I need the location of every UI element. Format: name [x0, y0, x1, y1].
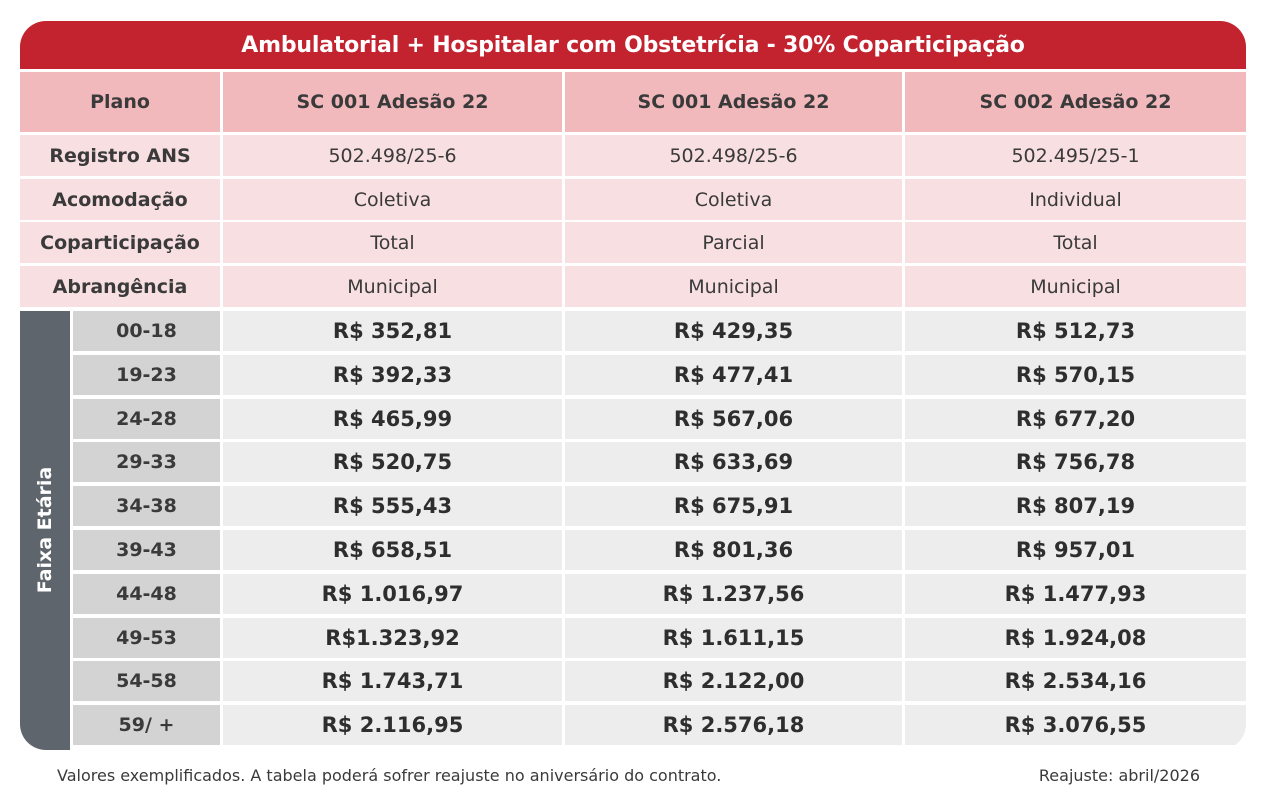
price-value: R$ 352,81: [223, 311, 562, 351]
age-range: 19-23: [73, 355, 220, 395]
price-value: R$ 567,06: [565, 399, 902, 439]
price-value: R$ 520,75: [223, 442, 562, 482]
age-range: 49-53: [73, 618, 220, 658]
price-value: R$1.323,92: [223, 618, 562, 658]
price-value: R$ 555,43: [223, 486, 562, 526]
header-plan-name: SC 002 Adesão 22: [905, 72, 1246, 132]
price-value: R$ 1.237,56: [565, 574, 902, 614]
price-value: R$ 2.534,16: [905, 661, 1246, 701]
price-value: R$ 1.743,71: [223, 661, 562, 701]
info-row-value: Municipal: [565, 266, 902, 307]
info-row-value: 502.498/25-6: [223, 135, 562, 176]
age-range: 00-18: [73, 311, 220, 351]
info-row-value: Municipal: [223, 266, 562, 307]
price-value: R$ 570,15: [905, 355, 1246, 395]
info-row-value: Total: [905, 222, 1246, 263]
price-value: R$ 1.016,97: [223, 574, 562, 614]
info-row-label: Acomodação: [20, 179, 220, 220]
price-value: R$ 512,73: [905, 311, 1246, 351]
info-row-value: Coletiva: [223, 179, 562, 220]
price-value: R$ 675,91: [565, 486, 902, 526]
age-range: 39-43: [73, 530, 220, 570]
price-value: R$ 677,20: [905, 399, 1246, 439]
info-row-value: 502.498/25-6: [565, 135, 902, 176]
age-range: 54-58: [73, 661, 220, 701]
price-value: R$ 756,78: [905, 442, 1246, 482]
info-row-value: Municipal: [905, 266, 1246, 307]
price-value: R$ 957,01: [905, 530, 1246, 570]
price-value: R$ 1.477,93: [905, 574, 1246, 614]
info-row-label: Abrangência: [20, 266, 220, 307]
price-value: R$ 2.116,95: [223, 705, 562, 745]
footer-note: Valores exemplificados. A tabela poderá …: [57, 766, 722, 785]
info-row-label: Coparticipação: [20, 222, 220, 263]
info-row-value: Total: [223, 222, 562, 263]
price-value: R$ 1.924,08: [905, 618, 1246, 658]
price-value: R$ 392,33: [223, 355, 562, 395]
price-value: R$ 3.076,55: [905, 705, 1246, 745]
price-value: R$ 429,35: [565, 311, 902, 351]
table-title: Ambulatorial + Hospitalar com Obstetríci…: [20, 21, 1246, 69]
age-range: 59/ +: [73, 705, 220, 745]
price-value: R$ 807,19: [905, 486, 1246, 526]
price-value: R$ 801,36: [565, 530, 902, 570]
price-value: R$ 465,99: [223, 399, 562, 439]
info-row-value: Parcial: [565, 222, 902, 263]
age-range: 34-38: [73, 486, 220, 526]
info-row-value: Individual: [905, 179, 1246, 220]
age-range: 44-48: [73, 574, 220, 614]
header-plan-name: SC 001 Adesão 22: [223, 72, 562, 132]
price-value: R$ 1.611,15: [565, 618, 902, 658]
faixa-etaria-sidebar: [20, 311, 70, 750]
price-value: R$ 633,69: [565, 442, 902, 482]
header-plano-label: Plano: [20, 72, 220, 132]
age-range: 24-28: [73, 399, 220, 439]
price-value: R$ 2.576,18: [565, 705, 902, 745]
price-table-card: Ambulatorial + Hospitalar com Obstetríci…: [20, 21, 1246, 750]
info-row-value: Coletiva: [565, 179, 902, 220]
price-value: R$ 658,51: [223, 530, 562, 570]
info-row-value: 502.495/25-1: [905, 135, 1246, 176]
footer-reajuste: Reajuste: abril/2026: [1038, 766, 1200, 785]
price-value: R$ 477,41: [565, 355, 902, 395]
age-range: 29-33: [73, 442, 220, 482]
header-plan-name: SC 001 Adesão 22: [565, 72, 902, 132]
faixa-etaria-label: Faixa Etária: [34, 466, 56, 594]
info-row-label: Registro ANS: [20, 135, 220, 176]
price-value: R$ 2.122,00: [565, 661, 902, 701]
